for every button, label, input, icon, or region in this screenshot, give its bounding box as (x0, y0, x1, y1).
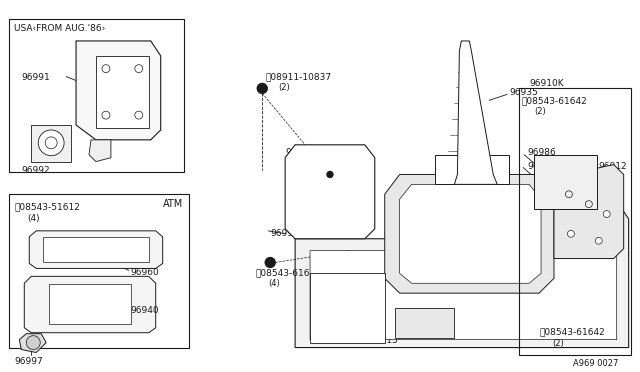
Polygon shape (89, 140, 111, 161)
Text: (2): (2) (278, 83, 290, 93)
Circle shape (135, 65, 143, 73)
Polygon shape (385, 174, 554, 293)
Polygon shape (285, 145, 375, 239)
Polygon shape (554, 164, 623, 259)
Circle shape (102, 65, 110, 73)
Text: 96997: 96997 (14, 357, 43, 366)
Circle shape (265, 257, 275, 267)
Polygon shape (435, 155, 509, 185)
Text: 96986: 96986 (527, 148, 556, 157)
Text: (4): (4) (268, 279, 280, 288)
Polygon shape (44, 237, 148, 262)
Circle shape (586, 201, 592, 208)
Bar (519, 89, 630, 356)
Text: 96991: 96991 (21, 73, 50, 81)
Text: ATM: ATM (163, 199, 184, 209)
Text: Ⓢ08543-61642: Ⓢ08543-61642 (521, 96, 587, 105)
Circle shape (604, 211, 610, 218)
Polygon shape (454, 41, 497, 185)
Polygon shape (19, 334, 46, 353)
Text: (2): (2) (534, 107, 546, 116)
Text: 96921: 96921 (325, 293, 354, 302)
Text: ⓝ08911-10837: ⓝ08911-10837 (265, 73, 332, 81)
Text: Ⓢ08543-61642: Ⓢ08543-61642 (539, 328, 605, 337)
Text: 96940: 96940 (131, 306, 159, 315)
Polygon shape (49, 284, 131, 324)
Circle shape (327, 171, 333, 177)
Circle shape (565, 191, 572, 198)
Text: (2): (2) (552, 339, 564, 348)
Text: 96914E: 96914E (527, 161, 561, 171)
Polygon shape (399, 185, 541, 283)
Text: USA‹FROM AUG.'86›: USA‹FROM AUG.'86› (14, 24, 106, 33)
Text: A969 0027: A969 0027 (573, 359, 619, 368)
Circle shape (102, 111, 110, 119)
Polygon shape (310, 217, 617, 340)
Polygon shape (295, 204, 628, 347)
Text: 96915: 96915 (370, 336, 399, 345)
Polygon shape (395, 308, 454, 338)
Circle shape (26, 336, 40, 350)
Text: 96995: 96995 (355, 254, 383, 263)
Circle shape (135, 111, 143, 119)
Circle shape (568, 230, 574, 237)
Polygon shape (305, 155, 365, 229)
Circle shape (257, 83, 268, 93)
Circle shape (38, 130, 64, 155)
Polygon shape (29, 231, 163, 269)
Text: 96935: 96935 (509, 89, 538, 97)
Text: 96978: 96978 (527, 176, 556, 185)
Text: 96912: 96912 (599, 161, 627, 171)
Text: Ⓢ08543-51612: Ⓢ08543-51612 (14, 202, 80, 211)
Text: 96910K: 96910K (529, 78, 564, 87)
Polygon shape (24, 276, 156, 333)
Text: Ⓢ08543-61605: Ⓢ08543-61605 (255, 269, 321, 278)
Circle shape (595, 237, 602, 244)
Bar (10, 19, 184, 173)
Text: 96953: 96953 (285, 148, 314, 157)
Polygon shape (76, 41, 161, 140)
Text: 96992: 96992 (21, 166, 50, 174)
Polygon shape (31, 125, 71, 161)
Text: (4): (4) (28, 214, 40, 223)
Polygon shape (310, 273, 385, 343)
Polygon shape (534, 155, 596, 209)
Text: 96995: 96995 (270, 229, 299, 238)
Text: 96960: 96960 (131, 269, 159, 278)
Polygon shape (96, 56, 148, 128)
Bar (10, 194, 189, 347)
